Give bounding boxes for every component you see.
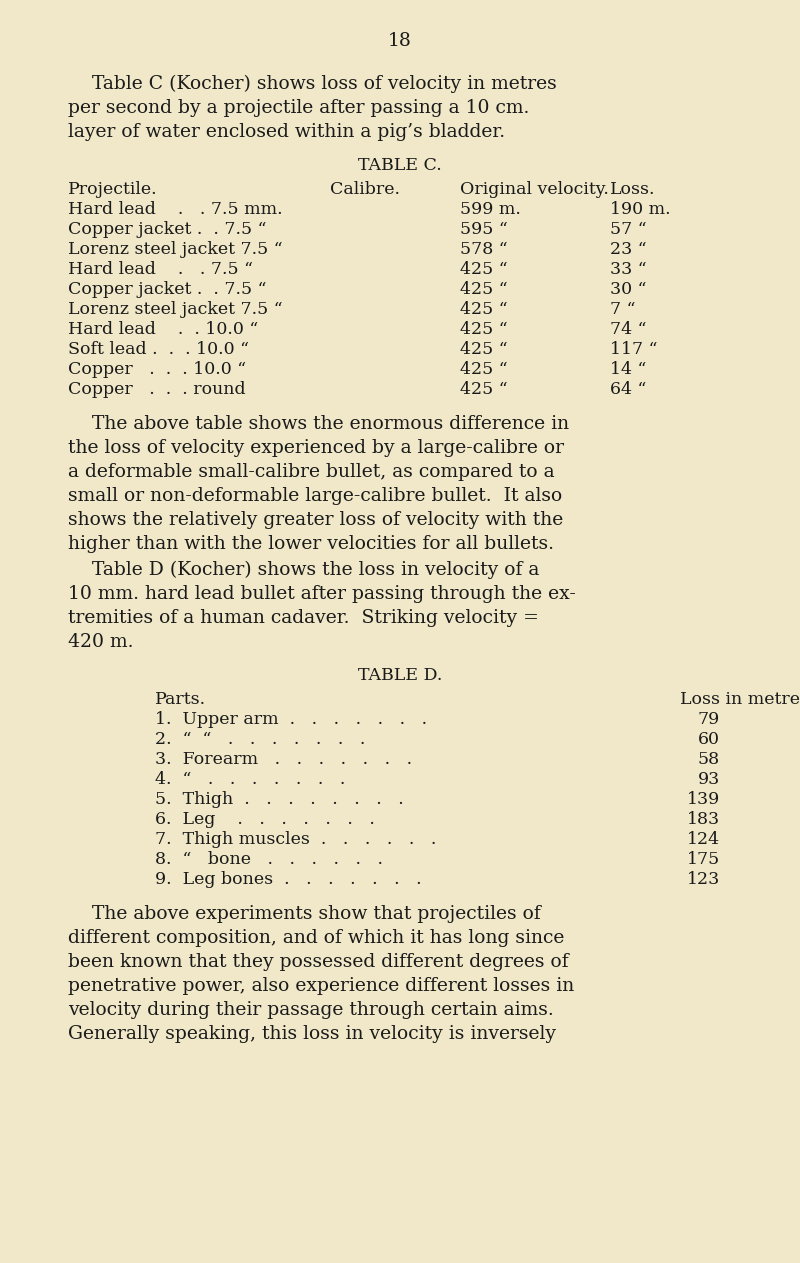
- Text: 123: 123: [686, 871, 720, 888]
- Text: tremities of a human cadaver.  Striking velocity =: tremities of a human cadaver. Striking v…: [68, 609, 539, 626]
- Text: Hard lead    .   . 7.5 “: Hard lead . . 7.5 “: [68, 261, 253, 278]
- Text: 420 m.: 420 m.: [68, 633, 134, 650]
- Text: Soft lead .  .  . 10.0 “: Soft lead . . . 10.0 “: [68, 341, 249, 357]
- Text: Copper jacket .  . 7.5 “: Copper jacket . . 7.5 “: [68, 221, 266, 237]
- Text: 595 “: 595 “: [460, 221, 508, 237]
- Text: 7.  Thigh muscles  .   .   .   .   .   .: 7. Thigh muscles . . . . . .: [155, 831, 436, 847]
- Text: 175: 175: [686, 851, 720, 868]
- Text: 64 “: 64 “: [610, 381, 646, 398]
- Text: TABLE C.: TABLE C.: [358, 157, 442, 174]
- Text: Projectile.: Projectile.: [68, 181, 158, 198]
- Text: 30 “: 30 “: [610, 280, 646, 298]
- Text: Original velocity.: Original velocity.: [460, 181, 609, 198]
- Text: a deformable small-calibre bullet, as compared to a: a deformable small-calibre bullet, as co…: [68, 464, 554, 481]
- Text: layer of water enclosed within a pig’s bladder.: layer of water enclosed within a pig’s b…: [68, 123, 505, 141]
- Text: 599 m.: 599 m.: [460, 201, 521, 218]
- Text: per second by a projectile after passing a 10 cm.: per second by a projectile after passing…: [68, 99, 530, 117]
- Text: 7 “: 7 “: [610, 301, 635, 318]
- Text: TABLE D.: TABLE D.: [358, 667, 442, 685]
- Text: Table C (Kocher) shows loss of velocity in metres: Table C (Kocher) shows loss of velocity …: [68, 75, 557, 93]
- Text: Generally speaking, this loss in velocity is inversely: Generally speaking, this loss in velocit…: [68, 1026, 556, 1043]
- Text: 6.  Leg    .   .   .   .   .   .   .: 6. Leg . . . . . . .: [155, 811, 375, 829]
- Text: 425 “: 425 “: [460, 361, 508, 378]
- Text: shows the relatively greater loss of velocity with the: shows the relatively greater loss of vel…: [68, 512, 563, 529]
- Text: 124: 124: [687, 831, 720, 847]
- Text: 190 m.: 190 m.: [610, 201, 670, 218]
- Text: The above experiments show that projectiles of: The above experiments show that projecti…: [68, 906, 541, 923]
- Text: 139: 139: [686, 791, 720, 808]
- Text: been known that they possessed different degrees of: been known that they possessed different…: [68, 954, 569, 971]
- Text: 14 “: 14 “: [610, 361, 646, 378]
- Text: different composition, and of which it has long since: different composition, and of which it h…: [68, 930, 564, 947]
- Text: 425 “: 425 “: [460, 280, 508, 298]
- Text: Copper jacket .  . 7.5 “: Copper jacket . . 7.5 “: [68, 280, 266, 298]
- Text: 60: 60: [698, 731, 720, 748]
- Text: 425 “: 425 “: [460, 261, 508, 278]
- Text: velocity during their passage through certain aims.: velocity during their passage through ce…: [68, 1002, 554, 1019]
- Text: 425 “: 425 “: [460, 321, 508, 338]
- Text: penetrative power, also experience different losses in: penetrative power, also experience diffe…: [68, 978, 574, 995]
- Text: 58: 58: [698, 751, 720, 768]
- Text: 3.  Forearm   .   .   .   .   .   .   .: 3. Forearm . . . . . . .: [155, 751, 412, 768]
- Text: Calibre.: Calibre.: [330, 181, 400, 198]
- Text: small or non-deformable large-calibre bullet.  It also: small or non-deformable large-calibre bu…: [68, 488, 562, 505]
- Text: 8.  “   bone   .   .   .   .   .   .: 8. “ bone . . . . . .: [155, 851, 383, 868]
- Text: Loss.: Loss.: [610, 181, 655, 198]
- Text: Copper   .  .  . round: Copper . . . round: [68, 381, 246, 398]
- Text: 117 “: 117 “: [610, 341, 658, 357]
- Text: 74 “: 74 “: [610, 321, 646, 338]
- Text: 18: 18: [388, 32, 412, 51]
- Text: Lorenz steel jacket 7.5 “: Lorenz steel jacket 7.5 “: [68, 301, 282, 318]
- Text: 33 “: 33 “: [610, 261, 646, 278]
- Text: 79: 79: [698, 711, 720, 727]
- Text: Loss in metres.: Loss in metres.: [680, 691, 800, 709]
- Text: 10 mm. hard lead bullet after passing through the ex-: 10 mm. hard lead bullet after passing th…: [68, 585, 576, 602]
- Text: 578 “: 578 “: [460, 241, 508, 258]
- Text: 23 “: 23 “: [610, 241, 646, 258]
- Text: 2.  “  “   .   .   .   .   .   .   .: 2. “ “ . . . . . . .: [155, 731, 366, 748]
- Text: Hard lead    .  . 10.0 “: Hard lead . . 10.0 “: [68, 321, 258, 338]
- Text: 93: 93: [698, 770, 720, 788]
- Text: The above table shows the enormous difference in: The above table shows the enormous diffe…: [68, 416, 569, 433]
- Text: 57 “: 57 “: [610, 221, 646, 237]
- Text: 425 “: 425 “: [460, 341, 508, 357]
- Text: the loss of velocity experienced by a large-calibre or: the loss of velocity experienced by a la…: [68, 440, 564, 457]
- Text: 4.  “   .   .   .   .   .   .   .: 4. “ . . . . . . .: [155, 770, 346, 788]
- Text: higher than with the lower velocities for all bullets.: higher than with the lower velocities fo…: [68, 536, 554, 553]
- Text: Copper   .  .  . 10.0 “: Copper . . . 10.0 “: [68, 361, 246, 378]
- Text: 425 “: 425 “: [460, 381, 508, 398]
- Text: Hard lead    .   . 7.5 mm.: Hard lead . . 7.5 mm.: [68, 201, 282, 218]
- Text: Table D (Kocher) shows the loss in velocity of a: Table D (Kocher) shows the loss in veloc…: [68, 561, 539, 580]
- Text: Parts.: Parts.: [155, 691, 206, 709]
- Text: Lorenz steel jacket 7.5 “: Lorenz steel jacket 7.5 “: [68, 241, 282, 258]
- Text: 9.  Leg bones  .   .   .   .   .   .   .: 9. Leg bones . . . . . . .: [155, 871, 422, 888]
- Text: 183: 183: [687, 811, 720, 829]
- Text: 425 “: 425 “: [460, 301, 508, 318]
- Text: 1.  Upper arm  .   .   .   .   .   .   .: 1. Upper arm . . . . . . .: [155, 711, 427, 727]
- Text: 5.  Thigh  .   .   .   .   .   .   .   .: 5. Thigh . . . . . . . .: [155, 791, 404, 808]
